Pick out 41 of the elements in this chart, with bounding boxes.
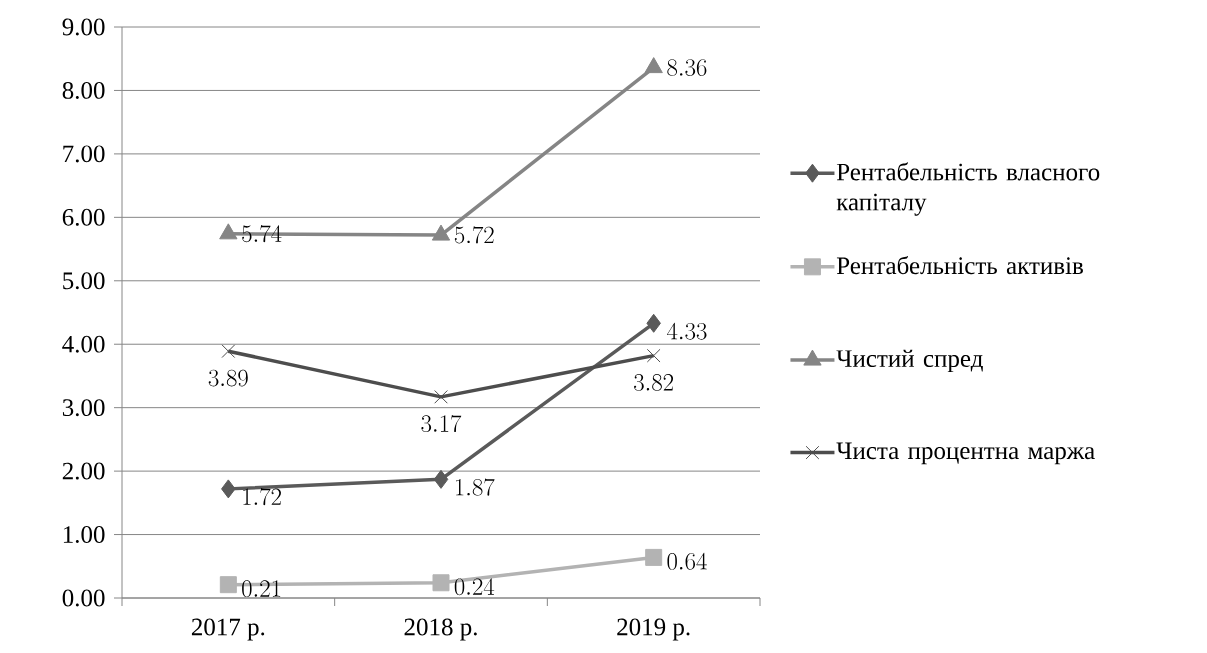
data-label: 1 .87 (455, 478, 495, 496)
point (221, 479, 236, 499)
data-label: 4.33 (667, 322, 707, 340)
y-tick-label: 3.00 (62, 399, 105, 417)
y-tick-label: 5.00 (63, 272, 105, 290)
point (432, 574, 450, 592)
data-label: 8.36 (667, 59, 707, 76)
point (434, 390, 448, 404)
x-tick-label: 2018 р. (404, 618, 477, 641)
y-tick-label: 9.00 (62, 18, 105, 36)
point (646, 348, 661, 363)
y-tick-label: 0.00 (62, 589, 105, 607)
point (219, 223, 238, 240)
x-tick-label: 2019 р. (617, 618, 690, 641)
data-label: 0.21 (242, 580, 281, 598)
y-tick-label: 1.00 (63, 526, 105, 544)
x-tick-label: 2017 р. (191, 618, 265, 641)
point (431, 224, 451, 241)
data-label: 3.89 (208, 369, 248, 387)
legend-label: Чиста процентна маржа (836, 442, 1095, 465)
y-tick-label: 6.00 (62, 208, 105, 226)
data-label: 0.24 (454, 578, 495, 596)
y-tick-label: 7.00 (63, 145, 105, 163)
point (433, 469, 449, 489)
point (645, 548, 663, 566)
y-tick-label: 8.00 (62, 81, 105, 99)
legend-label: Рентабельність власного капіталу (836, 162, 1100, 216)
point (644, 57, 663, 74)
point (221, 344, 236, 359)
legend-label: Чистий спред (836, 349, 983, 373)
point (219, 576, 237, 594)
data-label: 3. 17 (421, 414, 462, 433)
data-label: 5.74 (242, 225, 282, 243)
legend-label: Рентабельність активів (836, 256, 1083, 275)
y-tick-label: 4.00 (62, 335, 105, 353)
data-label: 5.72 (454, 226, 494, 244)
data-label: 3.82 (634, 374, 674, 391)
y-tick-label: 2.00 (62, 462, 105, 480)
data-label: 1 .72 (243, 488, 281, 506)
point (646, 313, 661, 333)
data-label: 0.64 (667, 552, 707, 570)
